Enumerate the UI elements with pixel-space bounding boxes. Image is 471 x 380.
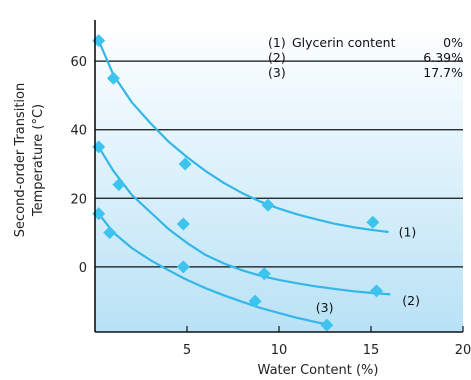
legend-text-1: Glycerin content xyxy=(292,35,396,50)
data-point-s3-5 xyxy=(320,318,334,332)
curve-label-3: (3) xyxy=(316,300,334,315)
data-point-s1-2 xyxy=(106,71,120,85)
x-tick-label-5: 5 xyxy=(183,343,191,358)
data-point-s3-2 xyxy=(103,226,117,240)
tick-labels: 0 20 40 60 5 10 15 20 xyxy=(70,55,471,358)
legend-id-1: (1) xyxy=(268,35,286,50)
legend-value-1: 0% xyxy=(443,35,463,50)
y-tick-label-0: 0 xyxy=(79,261,87,276)
legend: (1) Glycerin content 0% (2) 6.39% (3) 17.7% xyxy=(268,35,463,80)
data-point-s2-2 xyxy=(112,178,126,192)
data-point-s2-4 xyxy=(257,267,271,281)
curve-2 xyxy=(97,145,391,296)
curve-label-1: (1) xyxy=(399,225,417,240)
curve-label-2: (2) xyxy=(402,293,420,308)
data-point-s3-3 xyxy=(176,260,190,274)
y-tick-label-40: 40 xyxy=(70,124,87,139)
data-point-s2-5 xyxy=(370,284,384,298)
legend-id-2: (2) xyxy=(268,50,286,65)
y-axis-label-line1: Second-order Transition xyxy=(13,83,28,237)
curve-1 xyxy=(97,39,389,233)
legend-id-3: (3) xyxy=(268,65,286,80)
data-point-s1-3 xyxy=(178,157,192,171)
curve-labels: (1) (2) (3) xyxy=(316,225,420,315)
x-axis-label: Water Content (%) xyxy=(258,363,379,378)
x-tick-label-10: 10 xyxy=(271,343,288,358)
axes xyxy=(94,20,464,333)
data-point-s1-5 xyxy=(366,215,380,229)
y-axis-label-line2: Temperature (°C) xyxy=(31,104,46,217)
curves xyxy=(97,39,391,327)
data-point-s2-3 xyxy=(176,217,190,231)
legend-value-2: 6.39% xyxy=(423,50,463,65)
data-point-s1-4 xyxy=(261,198,275,212)
y-tick-label-60: 60 xyxy=(70,55,87,70)
y-tick-label-20: 20 xyxy=(70,192,87,207)
curve-3 xyxy=(97,212,332,327)
legend-value-3: 17.7% xyxy=(423,65,463,80)
x-tick-label-15: 15 xyxy=(363,343,380,358)
data-point-s3-4 xyxy=(248,294,262,308)
x-tick-label-20: 20 xyxy=(455,343,471,358)
